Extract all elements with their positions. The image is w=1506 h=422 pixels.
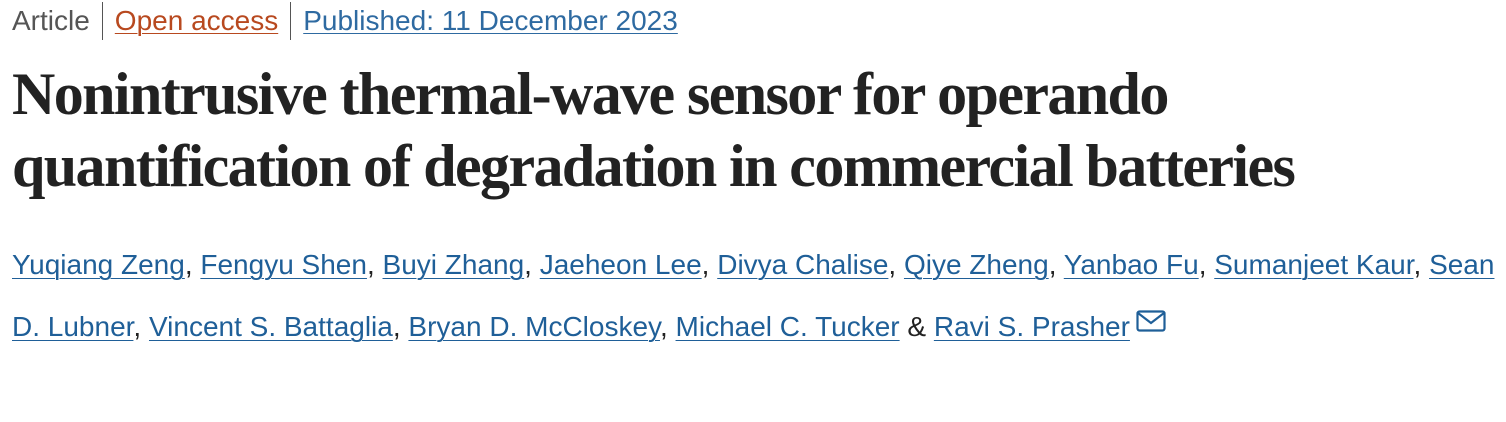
author-link[interactable]: Jaeheon Lee	[539, 249, 702, 280]
open-access-link[interactable]: Open access	[101, 2, 290, 40]
author-separator: ,	[1413, 249, 1422, 280]
author-link[interactable]: Fengyu Shen	[200, 249, 367, 280]
author-link[interactable]: Sean D. Lubner	[12, 249, 1495, 342]
author-separator: ,	[392, 311, 401, 342]
author-link[interactable]: Divya Chalise	[717, 249, 889, 280]
author-link[interactable]: Bryan D. McCloskey	[408, 311, 660, 342]
author-link[interactable]: Vincent S. Battaglia	[148, 311, 393, 342]
article-type: Article	[12, 5, 90, 36]
author-link[interactable]: Michael C. Tucker	[675, 311, 900, 342]
article-title: Nonintrusive thermal-wave sensor for ope…	[12, 61, 1296, 199]
author-separator: ,	[1198, 249, 1207, 280]
email-icon-flap	[1137, 312, 1165, 325]
author-link[interactable]: Buyi Zhang	[382, 249, 525, 280]
author-link[interactable]: Yanbao Fu	[1063, 249, 1199, 280]
author-separator: ,	[366, 249, 375, 280]
author-separator: ,	[524, 249, 532, 280]
article-meta: Article Open access Published: 11 December…	[12, 2, 690, 40]
author-list: Yuqiang Zeng, Fengyu Shen, Buyi Zhang, J…	[12, 234, 1506, 358]
published-date-link[interactable]: Published: 11 December 2023	[290, 2, 690, 40]
author-link[interactable]: Sumanjeet Kaur	[1214, 249, 1414, 280]
author-separator: ,	[888, 249, 897, 280]
author-separator: ,	[184, 249, 193, 280]
author-separator: ,	[1048, 249, 1057, 280]
author-separator: ,	[133, 311, 142, 342]
author-link[interactable]: Yuqiang Zeng	[12, 249, 185, 280]
author-separator: ,	[659, 311, 668, 342]
author-link[interactable]: Ravi S. Prasher	[933, 311, 1130, 342]
author-link[interactable]: Qiye Zheng	[903, 249, 1049, 280]
author-separator: &	[907, 311, 927, 342]
email-icon-body	[1136, 310, 1166, 332]
author-separator: ,	[701, 249, 710, 280]
email-icon[interactable]	[1136, 310, 1166, 332]
